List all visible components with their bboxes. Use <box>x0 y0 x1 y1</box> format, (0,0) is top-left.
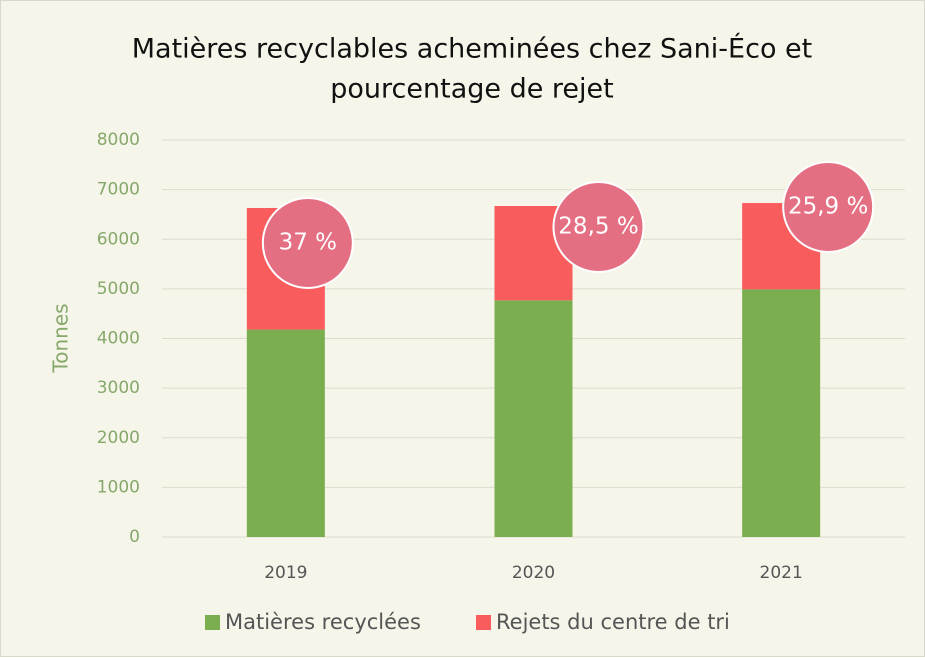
annotation-bubble <box>261 196 354 289</box>
y-tick-label: 8000 <box>97 130 140 150</box>
annotation: 25,9 % <box>788 194 868 220</box>
y-tick-label: 0 <box>129 527 140 547</box>
y-tick-label: 2000 <box>97 428 140 448</box>
y-tick-label: 3000 <box>97 378 140 398</box>
bar <box>742 289 821 537</box>
x-tick-label: 2020 <box>512 563 555 583</box>
chart-title: pourcentage de rejet <box>330 74 613 105</box>
chart-title: Matières recyclables acheminées chez San… <box>132 33 813 65</box>
x-tick-label: 2019 <box>264 563 307 583</box>
y-tick-label: 7000 <box>97 180 140 200</box>
y-tick-label: 4000 <box>97 329 140 349</box>
y-axis-label: Tonnes <box>49 303 73 373</box>
y-tick-label: 5000 <box>97 279 140 299</box>
bar <box>246 329 325 537</box>
x-tick-label: 2021 <box>760 563 803 583</box>
annotation-bubble <box>552 181 645 274</box>
bar <box>494 300 573 537</box>
y-tick-label: 6000 <box>97 229 140 249</box>
y-tick-label: 1000 <box>97 477 140 497</box>
annotation-bubble <box>782 161 875 254</box>
legend-swatch <box>205 615 220 630</box>
annotation: 37 % <box>279 229 337 255</box>
legend-swatch <box>476 615 491 630</box>
legend-label: Rejets du centre de tri <box>496 610 730 634</box>
annotation: 28,5 % <box>558 214 638 240</box>
legend-label: Matières recyclées <box>225 610 421 634</box>
